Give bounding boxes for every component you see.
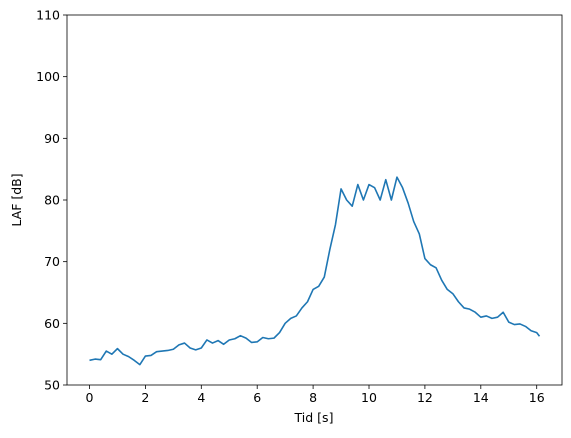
y-tick-label: 80 [44, 193, 60, 208]
y-tick-label: 60 [44, 316, 60, 331]
y-tick-label: 70 [44, 254, 60, 269]
data-line [89, 176, 541, 366]
x-tick-label: 0 [86, 390, 94, 405]
x-axis-label: Tid [s] [294, 410, 334, 425]
x-tick-label: 6 [253, 390, 261, 405]
y-tick-label: 110 [36, 8, 60, 23]
y-tick-label: 100 [36, 69, 60, 84]
y-tick-label: 50 [44, 378, 60, 393]
x-tick-label: 4 [197, 390, 205, 405]
y-axis-label: LAF [dB] [9, 173, 24, 226]
axes-frame [66, 14, 563, 386]
x-tick-label: 2 [141, 390, 149, 405]
y-tick-label: 90 [44, 131, 60, 146]
x-tick-label: 16 [529, 390, 545, 405]
x-tick-label: 14 [473, 390, 489, 405]
x-tick-label: 10 [361, 390, 377, 405]
x-tick-label: 12 [417, 390, 433, 405]
x-tick-label: 8 [309, 390, 317, 405]
